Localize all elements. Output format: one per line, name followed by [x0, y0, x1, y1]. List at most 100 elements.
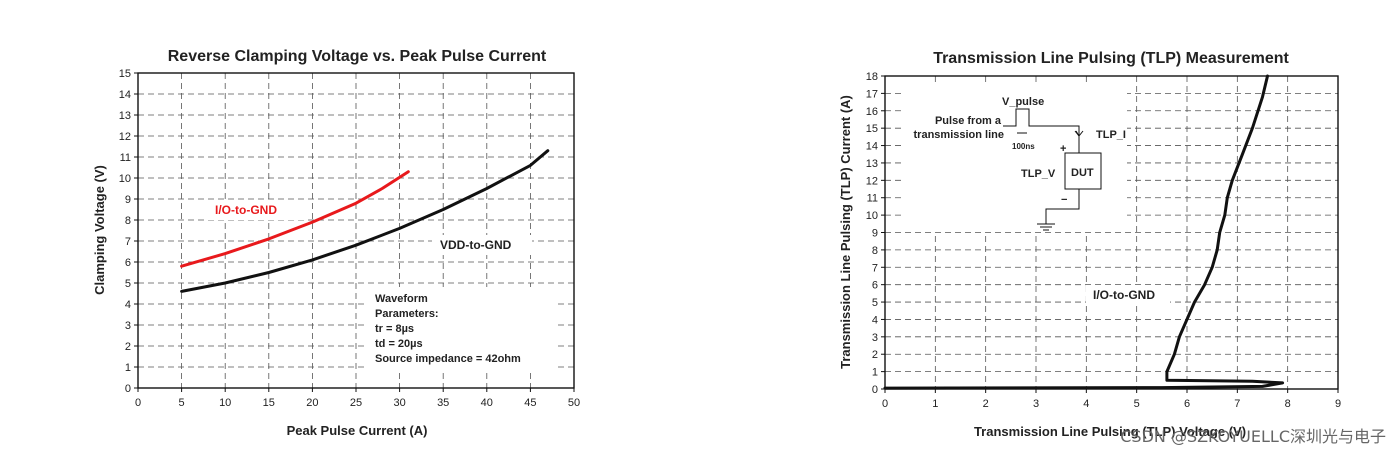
chart1-x-ticks: 0 5 10 15 20 25 30 35 40 45 50 — [135, 388, 580, 409]
chart2-y-tick-label: 8 — [872, 245, 878, 257]
chart1-y-tick-label: 10 — [119, 173, 131, 185]
chart1-series-line-1 — [180, 149, 550, 293]
chart2-y-tick-label: 15 — [866, 123, 878, 135]
chart2-y-tick-label: 5 — [872, 297, 878, 309]
dut-plus-sign: + — [1060, 143, 1066, 155]
chart2-x-tick-label: 4 — [1083, 398, 1089, 410]
annotation-line-3: tr = 8µs — [375, 323, 414, 335]
chart2-x-tick-label: 0 — [882, 398, 888, 410]
chart2-x-tick-label: 9 — [1335, 398, 1341, 410]
tlp-v-label: TLP_V — [1021, 168, 1056, 180]
tlp-inset-schematic — [1003, 108, 1102, 231]
chart-tlp-measurement: Transmission Line Pulsing (TLP) Measurem… — [838, 50, 1341, 439]
annotation-line-1: Waveform — [375, 293, 428, 305]
chart1-y-tick-label: 2 — [125, 341, 131, 353]
chart2-y-tick-label: 11 — [867, 193, 878, 205]
chart1-y-tick-label: 11 — [120, 152, 131, 164]
dut-minus-sign: − — [1061, 194, 1067, 206]
pulse-width-label: 100ns — [1012, 142, 1035, 151]
chart1-y-tick-label: 13 — [119, 110, 131, 122]
chart2-x-axis-label: Transmission Line Pulsing (TLP) Voltage … — [974, 424, 1246, 439]
chart1-series-label-vdd: VDD-to-GND — [440, 238, 512, 252]
chart2-y-axis-label: Transmission Line Pulsing (TLP) Current … — [838, 95, 853, 369]
chart2-x-tick-label: 8 — [1285, 398, 1291, 410]
dut-label: DUT — [1071, 167, 1094, 179]
chart2-y-tick-label: 10 — [866, 210, 878, 222]
pulse-waveform — [1003, 108, 1040, 127]
chart2-y-tick-label: 1 — [872, 367, 878, 379]
pulse-source-label-2: transmission line — [914, 129, 1004, 141]
annotation-line-4: td = 20µs — [375, 338, 423, 350]
chart1-series — [180, 149, 550, 293]
chart1-y-tick-label: 5 — [125, 278, 131, 290]
tlp-wire-ground — [1045, 189, 1080, 224]
chart-clamping-voltage: Reverse Clamping Voltage vs. Peak Pulse … — [92, 48, 580, 438]
chart1-x-tick-label: 35 — [437, 397, 449, 409]
chart2-x-tick-label: 5 — [1134, 398, 1140, 410]
chart1-y-tick-label: 3 — [125, 320, 131, 332]
chart2-title: Transmission Line Pulsing (TLP) Measurem… — [933, 50, 1289, 67]
chart2-x-tick-label: 3 — [1033, 398, 1039, 410]
tlp-inset-background — [902, 84, 1127, 232]
chart1-y-tick-label: 1 — [125, 362, 131, 374]
chart1-x-tick-label: 30 — [393, 397, 405, 409]
chart1-y-axis-label: Clamping Voltage (V) — [92, 165, 107, 295]
chart1-series-label-io: I/O-to-GND — [215, 203, 277, 217]
chart1-y-tick-label: 6 — [125, 257, 131, 269]
chart2-x-tick-label: 6 — [1184, 398, 1190, 410]
chart1-title: Reverse Clamping Voltage vs. Peak Pulse … — [168, 48, 547, 65]
watermark: CSDN @SZKOYUELLC深圳光与电子 — [1120, 427, 1386, 446]
chart1-y-tick-label: 0 — [125, 383, 131, 395]
chart2-y-tick-label: 6 — [872, 280, 878, 292]
v-pulse-label: V_pulse — [1002, 96, 1044, 108]
current-arrow-left — [1074, 130, 1080, 137]
chart2-y-tick-label: 4 — [872, 314, 878, 326]
chart2-y-tick-label: 14 — [866, 141, 878, 153]
chart1-y-tick-label: 4 — [125, 299, 131, 311]
chart1-x-axis-label: Peak Pulse Current (A) — [287, 423, 428, 438]
current-arrow-right — [1078, 130, 1084, 137]
chart2-series-line-0 — [883, 74, 1285, 390]
chart1-y-tick-label: 15 — [119, 68, 131, 80]
chart2-x-tick-label: 1 — [932, 398, 938, 410]
chart2-label-bg — [1086, 285, 1170, 305]
chart1-x-tick-label: 40 — [481, 397, 493, 409]
chart2-y-tick-label: 9 — [872, 228, 878, 240]
chart1-x-tick-label: 10 — [219, 397, 231, 409]
chart2-y-tick-label: 0 — [872, 384, 878, 396]
chart1-label-bg-io — [206, 200, 304, 220]
chart2-series-label: I/O-to-GND — [1093, 288, 1155, 302]
chart2-y-tick-label: 3 — [872, 332, 878, 344]
chart1-x-tick-label: 15 — [263, 397, 275, 409]
chart2-y-tick-label: 12 — [866, 175, 878, 187]
chart1-x-tick-label: 0 — [135, 397, 141, 409]
chart1-annotation-box — [367, 287, 557, 371]
chart1-x-tick-label: 20 — [306, 397, 318, 409]
chart2-y-tick-label: 17 — [866, 88, 878, 100]
chart2-x-tick-label: 2 — [983, 398, 989, 410]
chart2-y-tick-label: 7 — [872, 262, 878, 274]
pulse-source-label-1: Pulse from a — [935, 115, 1002, 127]
chart2-y-tick-label: 13 — [866, 158, 878, 170]
chart1-y-tick-label: 8 — [125, 215, 131, 227]
chart2-y-tick-label: 16 — [866, 106, 878, 118]
dut-box — [1064, 152, 1102, 190]
chart1-y-tick-label: 9 — [125, 194, 131, 206]
chart2-x-ticks: 0 1 2 3 4 5 6 7 8 9 — [882, 389, 1341, 410]
annotation-line-5: Source impedance = 42ohm — [375, 353, 521, 365]
annotation-line-2: Parameters: — [375, 308, 439, 320]
chart2-x-tick-label: 7 — [1234, 398, 1240, 410]
chart2-series — [883, 74, 1285, 390]
chart2-y-tick-label: 2 — [872, 349, 878, 361]
chart1-y-tick-label: 12 — [119, 131, 131, 143]
chart1-x-tick-label: 5 — [179, 397, 185, 409]
chart1-x-tick-label: 25 — [350, 397, 362, 409]
chart1-x-tick-label: 45 — [524, 397, 536, 409]
chart1-label-bg-vdd — [432, 235, 532, 255]
chart1-y-tick-label: 14 — [119, 89, 131, 101]
chart1-series-line-0 — [180, 170, 410, 268]
chart1-y-tick-label: 7 — [125, 236, 131, 248]
